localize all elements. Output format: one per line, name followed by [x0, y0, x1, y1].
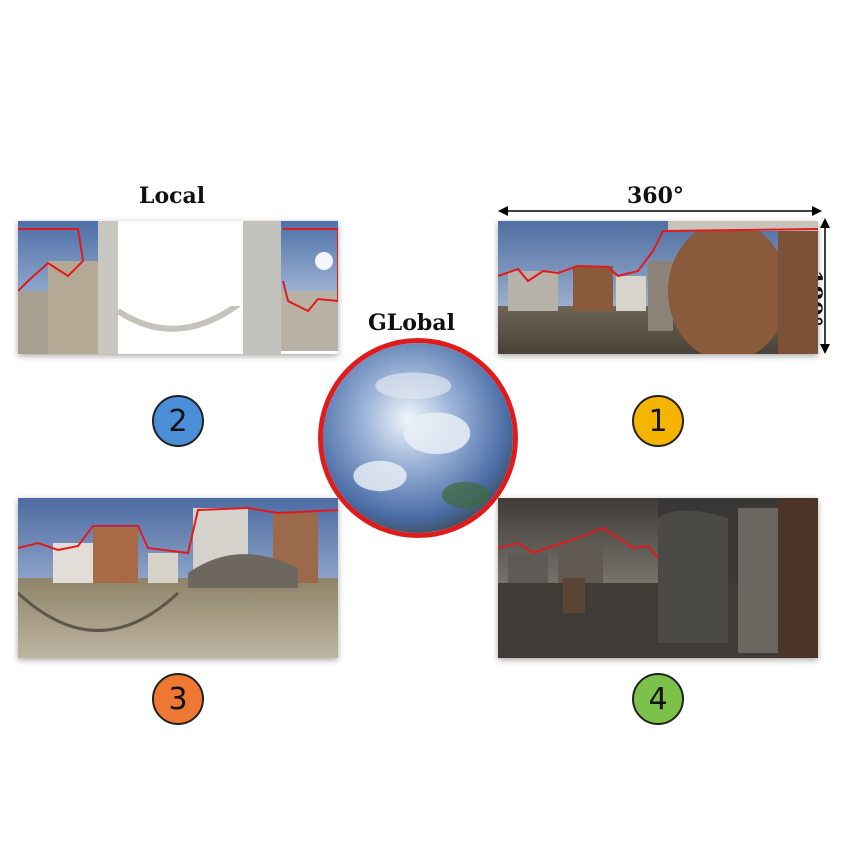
badge-2: 2: [152, 395, 204, 447]
panorama-3: [18, 498, 338, 658]
global-title: GLobal: [368, 310, 455, 336]
width-degrees-label: 360°: [627, 183, 684, 209]
panorama-4: [498, 498, 818, 658]
global-sphere: [318, 338, 518, 538]
badge-4: 4: [632, 673, 684, 725]
height-arrow: [820, 218, 830, 354]
width-arrow: [498, 206, 822, 216]
badge-1: 1: [632, 395, 684, 447]
local-title: Local: [139, 183, 206, 209]
panorama-local-2: [18, 221, 338, 354]
badge-3: 3: [152, 673, 204, 725]
panorama-1: [498, 221, 818, 354]
